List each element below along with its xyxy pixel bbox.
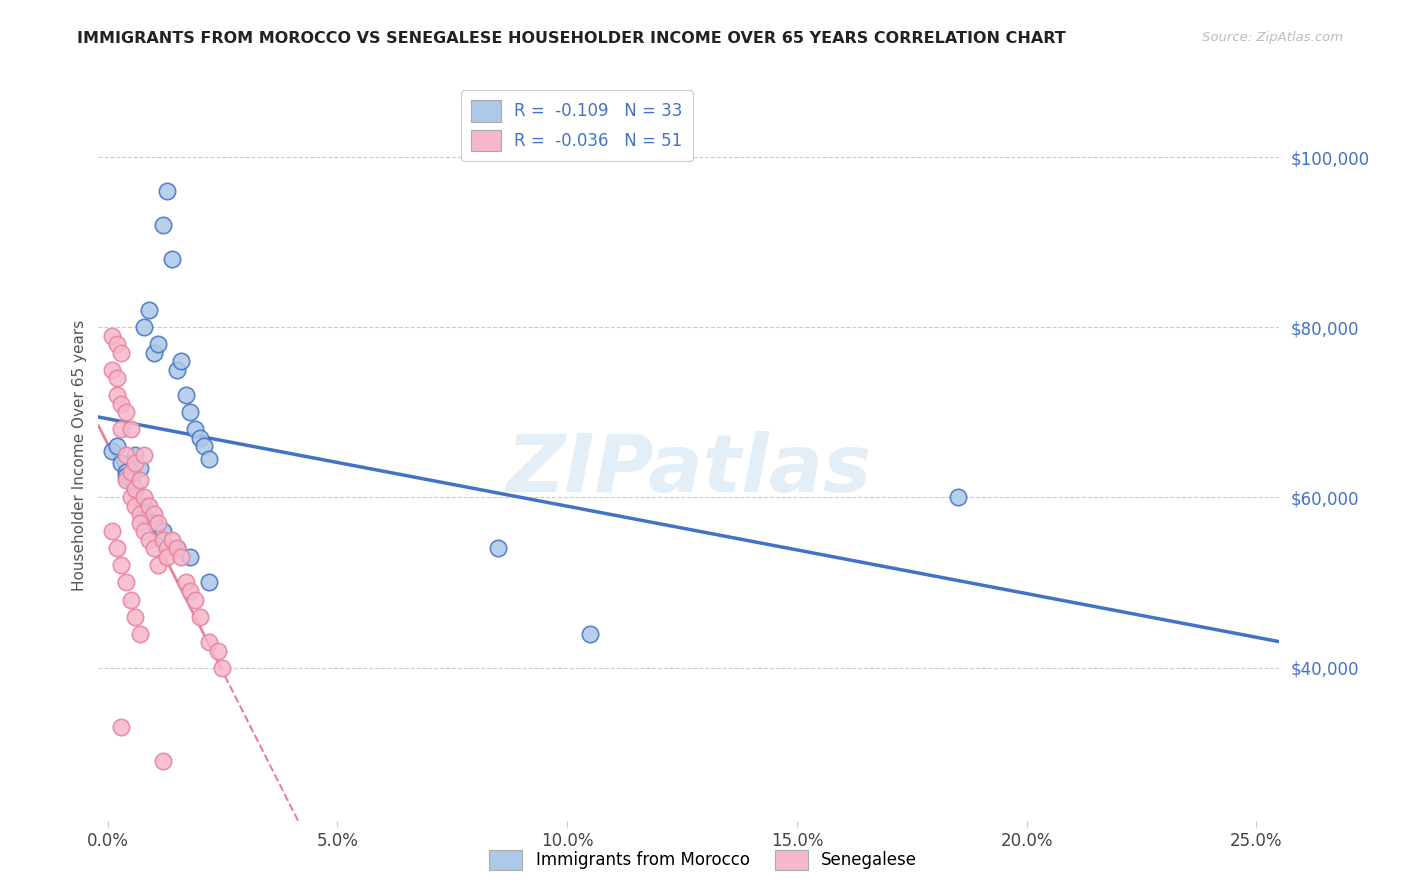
- Point: [142, 516, 165, 530]
- Point: [110, 346, 132, 360]
- Point: [134, 320, 156, 334]
- Point: [110, 720, 132, 734]
- Point: [579, 626, 602, 640]
- Point: [124, 482, 146, 496]
- Point: [152, 533, 174, 547]
- Point: [128, 626, 150, 640]
- Point: [179, 549, 201, 564]
- Point: [115, 405, 138, 419]
- Point: [120, 592, 142, 607]
- Point: [486, 541, 509, 556]
- Text: IMMIGRANTS FROM MOROCCO VS SENEGALESE HOUSEHOLDER INCOME OVER 65 YEARS CORRELATI: IMMIGRANTS FROM MOROCCO VS SENEGALESE HO…: [77, 31, 1066, 46]
- Point: [110, 397, 132, 411]
- Point: [105, 388, 128, 402]
- Point: [146, 516, 169, 530]
- Point: [110, 457, 132, 471]
- Point: [105, 541, 128, 556]
- Point: [184, 592, 207, 607]
- Point: [170, 549, 193, 564]
- Point: [174, 388, 197, 402]
- Point: [174, 575, 197, 590]
- Point: [142, 508, 165, 522]
- Point: [166, 541, 188, 556]
- Point: [134, 491, 156, 505]
- Point: [138, 499, 160, 513]
- Point: [124, 609, 146, 624]
- Point: [142, 541, 165, 556]
- Point: [142, 346, 165, 360]
- Point: [197, 575, 219, 590]
- Point: [124, 482, 146, 496]
- Text: Source: ZipAtlas.com: Source: ZipAtlas.com: [1202, 31, 1343, 45]
- Point: [105, 371, 128, 385]
- Point: [101, 524, 124, 539]
- Point: [152, 524, 174, 539]
- Point: [110, 422, 132, 436]
- Point: [115, 575, 138, 590]
- Point: [160, 252, 183, 267]
- Point: [197, 452, 219, 467]
- Point: [134, 499, 156, 513]
- Point: [134, 448, 156, 462]
- Point: [179, 584, 201, 599]
- Point: [128, 508, 150, 522]
- Point: [184, 422, 207, 436]
- Point: [101, 443, 124, 458]
- Point: [124, 448, 146, 462]
- Point: [138, 303, 160, 318]
- Point: [156, 541, 179, 556]
- Point: [188, 431, 211, 445]
- Point: [115, 465, 138, 479]
- Point: [134, 524, 156, 539]
- Point: [166, 363, 188, 377]
- Point: [115, 469, 138, 483]
- Point: [146, 558, 169, 573]
- Point: [120, 465, 142, 479]
- Point: [105, 439, 128, 453]
- Point: [946, 491, 969, 505]
- Point: [101, 363, 124, 377]
- Point: [193, 439, 215, 453]
- Point: [166, 541, 188, 556]
- Point: [146, 337, 169, 351]
- Point: [115, 474, 138, 488]
- Point: [211, 660, 233, 674]
- Point: [170, 354, 193, 368]
- Point: [160, 533, 183, 547]
- Point: [128, 460, 150, 475]
- Legend: Immigrants from Morocco, Senegalese: Immigrants from Morocco, Senegalese: [482, 843, 924, 877]
- Point: [110, 558, 132, 573]
- Point: [105, 337, 128, 351]
- Point: [120, 474, 142, 488]
- Point: [156, 184, 179, 198]
- Point: [128, 474, 150, 488]
- Point: [156, 549, 179, 564]
- Point: [152, 754, 174, 768]
- Point: [179, 405, 201, 419]
- Point: [197, 635, 219, 649]
- Point: [128, 516, 150, 530]
- Point: [124, 457, 146, 471]
- Text: ZIPatlas: ZIPatlas: [506, 431, 872, 508]
- Point: [120, 422, 142, 436]
- Point: [120, 491, 142, 505]
- Point: [115, 448, 138, 462]
- Point: [188, 609, 211, 624]
- Point: [101, 329, 124, 343]
- Y-axis label: Householder Income Over 65 years: Householder Income Over 65 years: [72, 319, 87, 591]
- Point: [207, 643, 229, 657]
- Point: [152, 219, 174, 233]
- Point: [138, 533, 160, 547]
- Legend: R =  -0.109   N = 33, R =  -0.036   N = 51: R = -0.109 N = 33, R = -0.036 N = 51: [461, 90, 693, 161]
- Point: [124, 499, 146, 513]
